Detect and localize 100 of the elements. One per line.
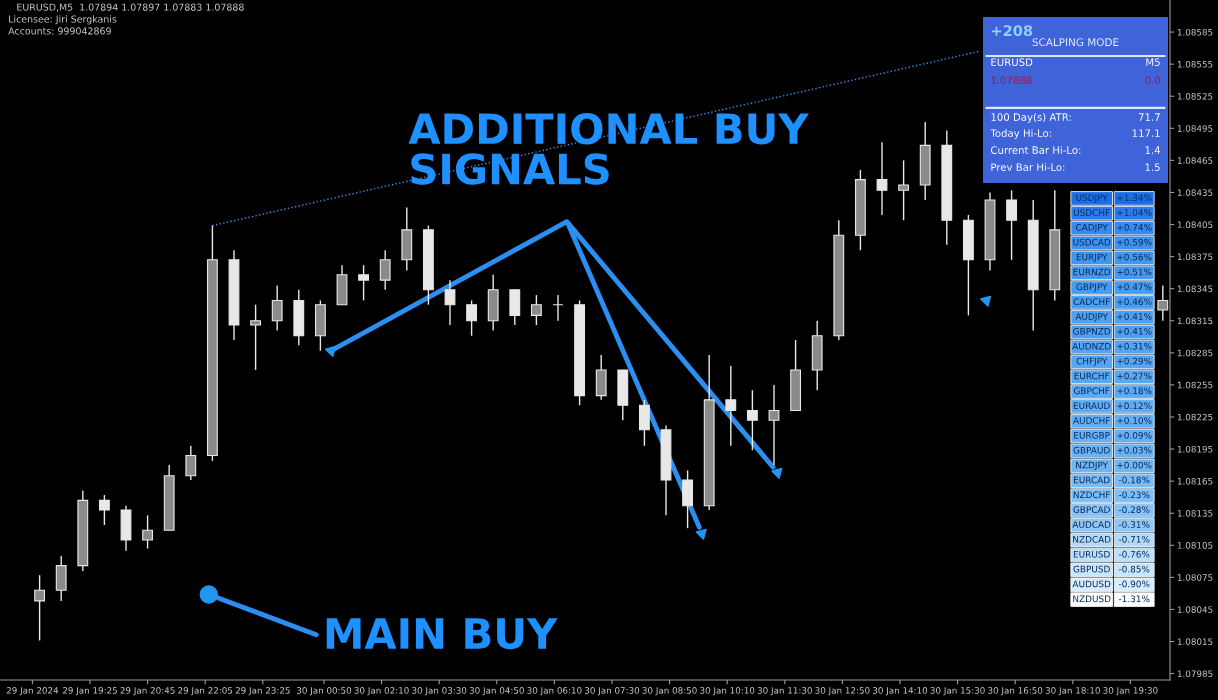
category-label: AUDCAD: [1072, 521, 1111, 528]
category-label: GBPUSD: [1073, 565, 1110, 573]
annotation: Accounts: 999042869: [8, 27, 111, 35]
text: -1.31%: [1118, 595, 1150, 603]
x-tick-label: 29 Jan 22:05: [178, 687, 233, 696]
y-tick-label: 1.08105: [1177, 542, 1213, 549]
y-tick-label: 1.08165: [1177, 477, 1213, 485]
category-label: EURUSD: [1073, 550, 1110, 558]
candlestick: [898, 159, 910, 221]
text: +0.31%: [1117, 342, 1152, 350]
category-label: NZDJPY: [1076, 461, 1109, 471]
point: [980, 295, 992, 307]
category-label: CADJPY: [1076, 224, 1108, 233]
category-label: AUDNZD: [1072, 342, 1111, 350]
text: SCALPING MODE: [1032, 38, 1119, 47]
y-tick-label: 1.08585: [1177, 28, 1213, 36]
category-label: AUDCHF: [1073, 417, 1110, 424]
x-tick-label: 30 Jan 08:50: [642, 687, 697, 696]
y-tick-label: 1.08135: [1177, 510, 1213, 517]
annotation: MAIN BUY: [326, 618, 558, 650]
category-label: EURAUD: [1073, 402, 1110, 410]
annotation: +208: [991, 25, 1033, 37]
x-tick-label: 30 Jan 07:30: [584, 687, 640, 696]
text: +0.46%: [1117, 298, 1152, 306]
annotation: Current Bar Hi-Lo:: [990, 146, 1081, 154]
category-label: GBPCHF: [1074, 387, 1110, 395]
text: -0.85%: [1118, 565, 1150, 573]
annotation: Prev Bar Hi-Lo:: [991, 163, 1065, 171]
category-label: NZDCHF: [1073, 491, 1110, 499]
candlestick: [98, 494, 110, 526]
text: +0.59%: [1117, 238, 1152, 246]
candlestick: [250, 304, 262, 371]
category-label: USDJPY: [1076, 194, 1108, 203]
x-tick-label: 30 Jan 12:50: [815, 687, 870, 696]
y-tick-label: 1.08345: [1177, 285, 1213, 293]
text: -0.31%: [1118, 521, 1150, 528]
text: -0.18%: [1118, 476, 1150, 484]
x-tick-label: 30 Jan 11:30: [757, 687, 812, 696]
candlestick: [185, 445, 197, 481]
text: +0.74%: [1117, 224, 1152, 231]
candlestick: [746, 389, 758, 451]
y-tick-label: 1.08375: [1177, 253, 1213, 261]
text: +1.34%: [1117, 194, 1152, 202]
text: +1.04%: [1117, 209, 1152, 216]
category-label: EURJPY: [1076, 253, 1108, 263]
y-tick-label: 1.07985: [1177, 670, 1213, 678]
point: [771, 467, 783, 479]
annotation: 117.1: [1132, 129, 1160, 137]
text: -0.71%: [1118, 536, 1150, 543]
y-tick-label: 1.08495: [1177, 125, 1213, 132]
text: +0.41%: [1117, 328, 1152, 335]
text: +0.10%: [1117, 417, 1152, 424]
x-tick-label: 29 Jan 20:45: [120, 687, 175, 696]
x-tick-label: 30 Jan 03:30: [412, 687, 467, 696]
y-tick-label: 1.08045: [1177, 606, 1213, 613]
candlestick: [725, 364, 737, 447]
y-tick-label: 1.08195: [1177, 445, 1213, 453]
category-label: CHFJPY: [1076, 357, 1108, 367]
candlestick: [466, 299, 478, 337]
category-label: EURCAD: [1074, 476, 1110, 484]
text: +0.27%: [1117, 372, 1152, 380]
candlestick: [1006, 189, 1018, 261]
point: [695, 528, 707, 540]
point: [324, 345, 337, 357]
text: +0.51%: [1117, 268, 1152, 276]
candlestick: [142, 514, 154, 550]
category-label: GBPNZD: [1073, 328, 1111, 335]
x-tick-label: 30 Jan 02:10: [354, 687, 409, 696]
text: +0.29%: [1117, 357, 1152, 365]
y-tick-label: 1.08225: [1177, 413, 1213, 421]
text: +0.00%: [1117, 461, 1152, 469]
point: [199, 585, 219, 604]
y-tick-label: 1.08405: [1177, 221, 1213, 228]
annotation: M5: [1146, 58, 1160, 66]
text: +0.41%: [1117, 313, 1152, 320]
y-tick-label: 1.08465: [1177, 157, 1213, 164]
text: -0.23%: [1118, 491, 1150, 499]
text: -0.90%: [1118, 580, 1150, 588]
category-label: AUDJPY: [1075, 313, 1109, 322]
category-label: EURNZD: [1073, 268, 1111, 276]
annotation: Licensee: Jiri Sergkanis: [9, 15, 117, 25]
chart-title: EURUSD,M5 1.07894 1.07897 1.07883 1.07888: [17, 3, 244, 12]
category-label: USDCHF: [1073, 209, 1110, 216]
annotation: 1.5: [1145, 163, 1160, 171]
y-tick-label: 1.08435: [1177, 189, 1213, 196]
x-tick-label: 30 Jan 16:50: [988, 687, 1043, 696]
y-tick-label: 1.08285: [1177, 349, 1213, 357]
category-label: GBPJPY: [1076, 283, 1108, 292]
x-tick-label: 30 Jan 04:50: [469, 687, 524, 696]
category-label: GBPAUD: [1073, 446, 1110, 454]
candlestick: [530, 294, 542, 326]
category-label: NZDCAD: [1073, 536, 1111, 543]
y-tick-label: 1.08315: [1177, 317, 1213, 325]
text: +0.12%: [1117, 402, 1152, 410]
category-label: EURGBP: [1074, 432, 1110, 439]
y-tick-label: 1.08525: [1177, 93, 1213, 100]
x-tick-label: 30 Jan 14:10: [872, 687, 928, 696]
x-tick-label: 30 Jan 06:10: [527, 687, 582, 696]
text: +0.09%: [1117, 432, 1152, 439]
category-label: EURCHF: [1074, 372, 1110, 380]
